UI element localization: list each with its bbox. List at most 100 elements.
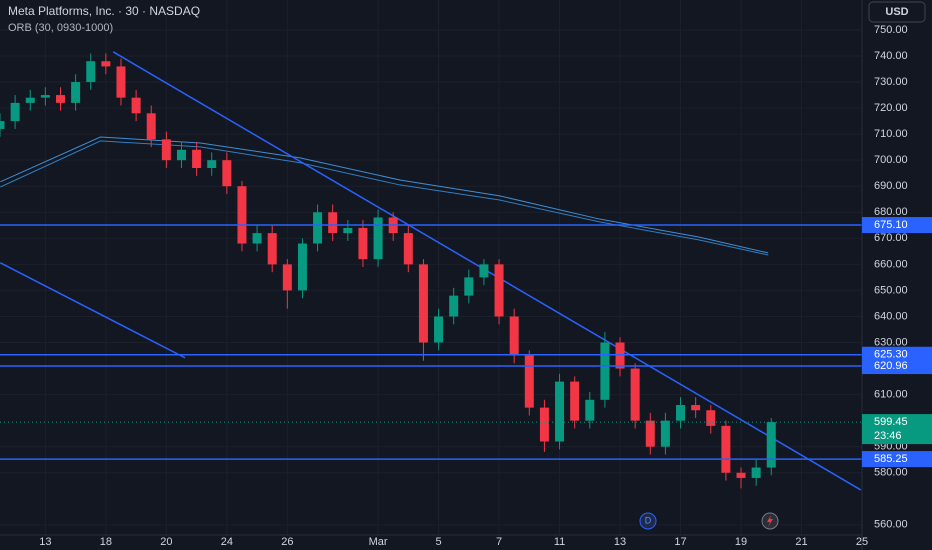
candle-body bbox=[101, 61, 111, 67]
y-tick-label: 750.00 bbox=[874, 24, 908, 36]
candle-body bbox=[40, 95, 50, 98]
y-tick-label: 560.00 bbox=[874, 519, 908, 531]
candle-body bbox=[479, 264, 489, 278]
y-tick-label: 580.00 bbox=[874, 467, 908, 479]
moving-average bbox=[0, 140, 769, 256]
candle-body bbox=[691, 405, 701, 411]
y-tick-label: 690.00 bbox=[874, 180, 908, 192]
chart-title: Meta Platforms, Inc. · 30 · NASDAQ bbox=[8, 4, 200, 18]
candle-body bbox=[751, 467, 761, 478]
y-tick-label: 720.00 bbox=[874, 102, 908, 114]
candle-body bbox=[222, 160, 232, 187]
x-tick-label: 7 bbox=[496, 536, 502, 548]
price-tag bbox=[862, 451, 932, 468]
x-tick-label: 13 bbox=[39, 536, 51, 548]
y-tick-label: 660.00 bbox=[874, 258, 908, 270]
x-tick-label: 5 bbox=[435, 536, 441, 548]
candle-body bbox=[721, 425, 731, 473]
candle-body bbox=[0, 121, 5, 129]
y-tick-label: 670.00 bbox=[874, 232, 908, 244]
candle-body bbox=[434, 316, 444, 343]
candle-body bbox=[494, 264, 504, 317]
x-tick-label: 26 bbox=[281, 536, 293, 548]
candle-body bbox=[464, 277, 474, 296]
candle-body bbox=[660, 420, 670, 447]
candle-body bbox=[282, 264, 292, 291]
x-tick-label: 11 bbox=[554, 536, 565, 548]
event-bolt bbox=[767, 515, 773, 527]
x-tick-label: 19 bbox=[735, 536, 747, 548]
candle-body bbox=[676, 405, 686, 421]
candle-body bbox=[403, 233, 413, 265]
price-tag bbox=[862, 358, 932, 375]
candle-body bbox=[630, 368, 640, 421]
candle-body bbox=[509, 316, 519, 356]
price-tag bbox=[862, 217, 932, 234]
candle-body bbox=[116, 66, 126, 98]
candle-body bbox=[373, 217, 383, 260]
y-tick-label: 680.00 bbox=[874, 206, 908, 218]
x-tick-label: 18 bbox=[100, 536, 112, 548]
price-tag-label: 675.10 bbox=[874, 219, 908, 231]
countdown: 23:46 bbox=[874, 430, 902, 442]
candle-body bbox=[539, 407, 549, 442]
y-tick-label: 740.00 bbox=[874, 50, 908, 62]
candle-body bbox=[176, 149, 186, 161]
currency-label[interactable]: USD bbox=[885, 6, 908, 18]
candle-body bbox=[449, 295, 459, 317]
price-tag-label: 620.96 bbox=[874, 360, 908, 372]
candle-body bbox=[766, 422, 776, 468]
x-tick-label: 25 bbox=[856, 536, 868, 548]
candle-body bbox=[146, 113, 156, 140]
moving-average bbox=[0, 136, 769, 254]
candle-body bbox=[343, 227, 353, 234]
candle-body bbox=[585, 399, 595, 421]
candle-body bbox=[600, 342, 610, 400]
y-tick-label: 730.00 bbox=[874, 76, 908, 88]
y-tick-label: 640.00 bbox=[874, 310, 908, 322]
candle-body bbox=[192, 149, 202, 169]
last-price-label: 599.45 bbox=[874, 416, 908, 428]
x-tick-label: 21 bbox=[795, 536, 807, 548]
candle-body bbox=[555, 381, 565, 442]
candle-body bbox=[645, 420, 655, 447]
candle-body bbox=[313, 212, 323, 244]
y-tick-label: 630.00 bbox=[874, 336, 908, 348]
candle-body bbox=[736, 472, 746, 478]
candle-body bbox=[615, 342, 625, 369]
candle-body bbox=[25, 97, 35, 103]
dividend-icon[interactable] bbox=[639, 512, 657, 530]
dividend-letter[interactable]: D bbox=[645, 515, 652, 525]
candle-body bbox=[297, 243, 307, 291]
x-tick-label: 17 bbox=[674, 536, 686, 548]
x-tick-label: Mar bbox=[369, 536, 388, 548]
price-tag-label: 585.25 bbox=[874, 453, 908, 465]
candle-body bbox=[161, 139, 171, 161]
x-tick-label: 13 bbox=[614, 536, 626, 548]
candle-body bbox=[10, 102, 20, 122]
candle-body bbox=[237, 186, 247, 244]
candle-body bbox=[418, 264, 428, 343]
x-tick-label: 20 bbox=[160, 536, 172, 548]
y-tick-label: 610.00 bbox=[874, 389, 908, 401]
candle-body bbox=[86, 61, 96, 83]
indicator-label: ORB (30, 0930-1000) bbox=[8, 22, 113, 34]
trendline bbox=[0, 262, 186, 359]
candle-body bbox=[328, 212, 338, 234]
x-tick-label: 24 bbox=[221, 536, 233, 548]
candle-body bbox=[570, 381, 580, 421]
y-tick-label: 710.00 bbox=[874, 128, 908, 140]
y-tick-label: 650.00 bbox=[874, 284, 908, 296]
candle-body bbox=[267, 233, 277, 265]
currency-button[interactable] bbox=[868, 1, 926, 23]
candle-body bbox=[55, 95, 65, 103]
candle-body bbox=[252, 233, 262, 244]
price-tag-label: 625.30 bbox=[874, 349, 908, 361]
candle-body bbox=[71, 82, 81, 103]
candle-body bbox=[706, 410, 716, 426]
candle-body bbox=[207, 160, 217, 169]
candle-body bbox=[131, 97, 141, 114]
candle-body bbox=[524, 355, 534, 408]
